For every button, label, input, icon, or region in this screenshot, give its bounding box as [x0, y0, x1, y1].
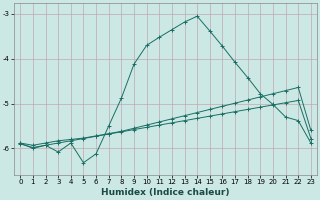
X-axis label: Humidex (Indice chaleur): Humidex (Indice chaleur) [101, 188, 230, 197]
